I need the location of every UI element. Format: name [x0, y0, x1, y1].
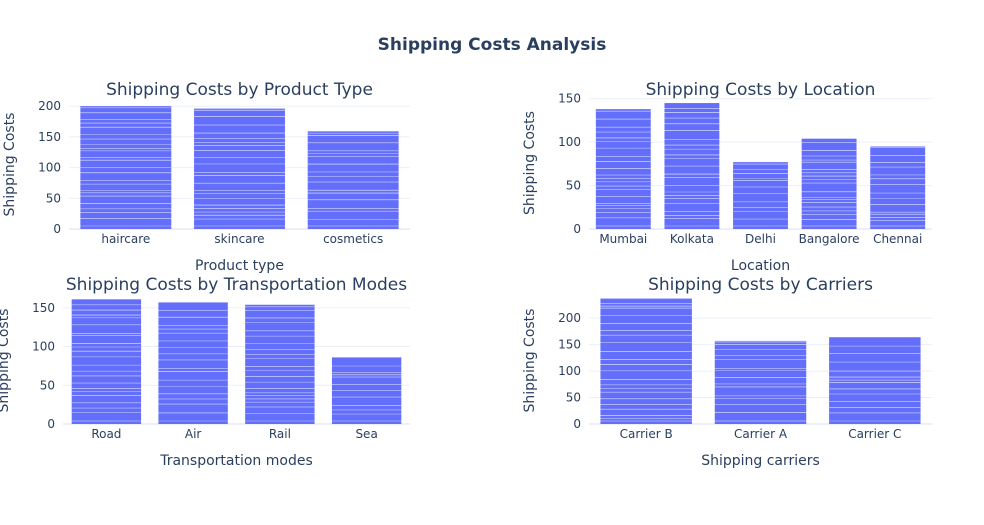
y-tick-label: 100	[32, 340, 55, 354]
y-axis-title: Shipping Costs	[2, 113, 18, 217]
y-tick-label: 150	[38, 130, 61, 144]
y-tick-label: 50	[566, 179, 581, 193]
y-axis-title: Shipping Costs	[522, 309, 538, 413]
subplot-title: Shipping Costs by Transportation Modes	[66, 275, 407, 295]
y-tick-label: 0	[47, 417, 55, 431]
x-tick-label: Carrier A	[734, 427, 788, 441]
bar-rect	[158, 302, 228, 424]
x-tick-label: Carrier B	[620, 427, 673, 441]
bar-rect	[600, 298, 692, 424]
bar-air[interactable]	[158, 302, 228, 424]
y-tick-label: 50	[40, 378, 55, 392]
x-tick-label: Chennai	[873, 232, 922, 246]
x-tick-label: Mumbai	[599, 232, 647, 246]
y-tick-label: 200	[558, 311, 581, 325]
x-tick-label: Road	[91, 427, 121, 441]
bar-skincare[interactable]	[194, 108, 285, 229]
bar-rect	[245, 304, 315, 424]
bar-bangalore[interactable]	[801, 138, 857, 229]
subplot-title: Shipping Costs by Product Type	[106, 80, 373, 100]
x-tick-label: Delhi	[745, 232, 776, 246]
y-tick-label: 0	[573, 417, 581, 431]
y-tick-label: 100	[558, 364, 581, 378]
bar-road[interactable]	[71, 299, 142, 424]
x-tick-label: Sea	[355, 427, 377, 441]
y-tick-label: 0	[573, 222, 581, 236]
y-axis-title: Shipping Costs	[522, 111, 538, 215]
subplot-1: Shipping Costs by Product Type 0 50 100 150 2…	[2, 80, 410, 274]
y-tick-label: 150	[32, 301, 55, 315]
y-tick-label: 200	[38, 99, 61, 113]
bar-rect	[870, 146, 926, 229]
y-tick-label: 100	[38, 161, 61, 175]
x-tick-label: Carrier C	[848, 427, 901, 441]
bar-carrier-a[interactable]	[714, 340, 807, 424]
subplot-2: Shipping Costs by Location 0 50 100 150 Shipp…	[522, 80, 932, 274]
bar-rect	[801, 138, 857, 229]
y-axis-title: Shipping Costs	[0, 309, 12, 413]
x-tick-label: Kolkata	[670, 232, 714, 246]
x-tick-label: Bangalore	[799, 232, 860, 246]
bar-rect	[307, 131, 399, 229]
subplot-title: Shipping Costs by Carriers	[648, 275, 873, 295]
bar-rect	[595, 109, 651, 229]
x-axis-title: Location	[731, 258, 790, 274]
bar-sea[interactable]	[331, 357, 402, 424]
bar-rail[interactable]	[245, 304, 315, 424]
bar-rect	[714, 340, 807, 424]
chart-title: Shipping Costs Analysis	[378, 35, 607, 55]
bar-carrier-b[interactable]	[600, 298, 692, 424]
y-tick-label: 50	[46, 191, 61, 205]
bar-rect	[829, 337, 921, 424]
x-tick-label: cosmetics	[323, 232, 383, 246]
x-axis-title: Product type	[195, 258, 284, 274]
bar-rect	[71, 299, 142, 424]
bar-cosmetics[interactable]	[307, 131, 399, 229]
subplot-title: Shipping Costs by Location	[646, 80, 876, 100]
bar-kolkata[interactable]	[664, 103, 720, 229]
subplot-3: Shipping Costs by Transportation Modes 0 5…	[0, 275, 410, 469]
x-tick-label: haircare	[101, 232, 150, 246]
x-tick-label: skincare	[214, 232, 264, 246]
y-tick-label: 0	[53, 222, 61, 236]
bar-chennai[interactable]	[870, 146, 926, 230]
x-axis-title: Shipping carriers	[701, 453, 820, 469]
x-axis-title: Transportation modes	[159, 453, 313, 469]
y-tick-label: 150	[558, 92, 581, 106]
x-tick-label: Air	[185, 427, 202, 441]
bar-mumbai[interactable]	[595, 109, 651, 229]
y-tick-label: 50	[566, 391, 581, 405]
y-tick-label: 150	[558, 338, 581, 352]
subplot-4: Shipping Costs by Carriers 0 50 100 150 200 Sh…	[522, 275, 932, 469]
bar-delhi[interactable]	[733, 162, 788, 229]
x-tick-label: Rail	[269, 427, 291, 441]
bar-carrier-c[interactable]	[829, 337, 921, 424]
bar-haircare[interactable]	[80, 106, 172, 229]
y-tick-label: 100	[558, 135, 581, 149]
bar-rect	[194, 108, 285, 229]
